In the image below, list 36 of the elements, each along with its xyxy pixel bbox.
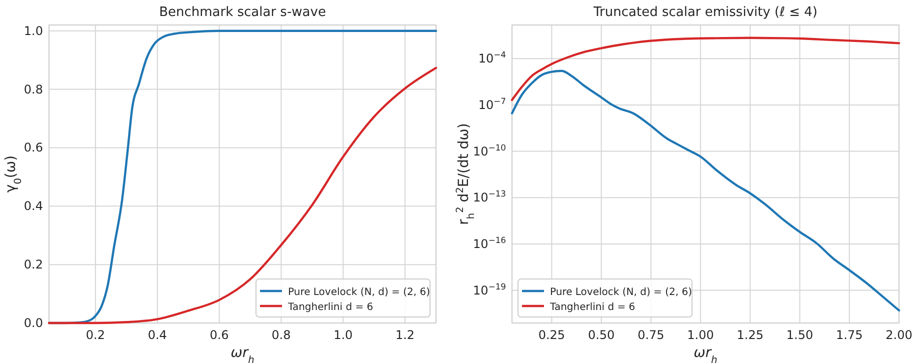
x-axis-title: ωr$_{h}$: [694, 345, 718, 363]
y-tick-label: 10$^{−19}$: [473, 281, 506, 298]
x-tick-label: 0.75: [638, 328, 664, 342]
legend-label: Tangherlini d = 6: [549, 302, 636, 313]
x-tick-label: 0.50: [588, 328, 615, 342]
x-tick-label: 0.8: [272, 328, 291, 342]
y-tick-label: 0.8: [24, 82, 43, 96]
chart-title: Truncated scalar emissivity (ℓ ≤ 4): [592, 5, 818, 20]
x-tick-label: 1.00: [687, 328, 714, 342]
legend-label: Pure Lovelock (N, d) = (2, 6): [550, 287, 692, 298]
y-tick-label: 10$^{−7}$: [478, 96, 506, 112]
x-axis-title: ωr$_{h}$: [230, 345, 254, 363]
x-tick-label: 1.75: [836, 328, 863, 342]
y-tick-label: 10$^{−10}$: [473, 142, 506, 158]
line-series: [510, 70, 900, 312]
x-tick-label: 0.6: [210, 328, 229, 342]
y-tick-label: 0.2: [24, 258, 43, 272]
x-tick-label: 0.25: [538, 328, 566, 342]
line-series: [510, 36, 900, 102]
x-tick-label: 1.25: [736, 328, 764, 342]
chart-title: Benchmark scalar s-wave: [159, 5, 326, 20]
y-tick-label: 10$^{−13}$: [473, 188, 506, 205]
x-tick-label: 0.2: [86, 328, 105, 342]
y-tick-label: 10$^{−4}$: [478, 50, 506, 66]
y-tick-label: 1.0: [24, 24, 43, 38]
x-tick-label: 0.4: [148, 328, 167, 342]
x-tick-label: 2.00: [886, 328, 912, 342]
x-tick-label: 1.0: [334, 328, 353, 342]
x-tick-label: 1.50: [786, 328, 814, 342]
y-tick-label: 0.0: [24, 316, 43, 330]
legend-label: Pure Lovelock (N, d) = (2, 6): [288, 287, 430, 298]
legend-label: Tangherlini d = 6: [287, 302, 374, 313]
y-tick-label: 10$^{−16}$: [473, 234, 506, 251]
x-tick-label: 1.2: [395, 328, 415, 342]
y-tick-label: 0.6: [24, 140, 43, 155]
y-tick-label: 0.4: [24, 199, 43, 214]
